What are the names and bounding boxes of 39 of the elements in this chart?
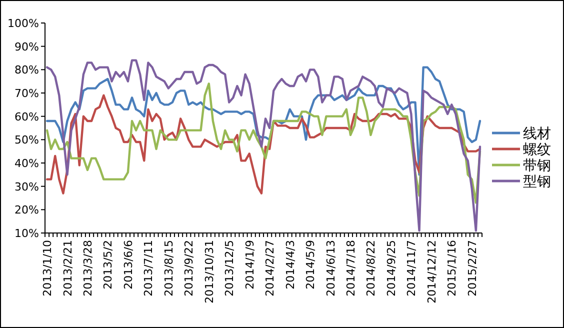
line-series: [46, 66, 482, 176]
x-tick-label: 2014/9/25: [384, 240, 398, 296]
y-tick-label: 20%: [14, 204, 39, 217]
x-tick-label: 2014/4/3: [284, 240, 297, 290]
legend-label: 线材: [523, 126, 551, 142]
x-tick-label: 2014/2/27: [264, 240, 277, 296]
legend-label: 型钢: [523, 174, 551, 190]
x-tick-label: 2013/9/22: [182, 240, 196, 296]
x-tick-label: 2013/6/6: [122, 240, 135, 290]
x-tick-label: 2014/5/9: [304, 240, 318, 290]
y-tick-label: 40%: [14, 157, 39, 170]
x-tick-label: 2013/1/10: [41, 240, 54, 296]
y-tick-label: 80%: [14, 64, 39, 77]
x-tick-label: 2013/5/2: [102, 240, 115, 290]
y-tick-label: 50%: [14, 134, 39, 147]
y-tick-label: 90%: [14, 40, 39, 54]
x-tick-label: 2014/8/22: [364, 240, 378, 296]
y-tick-label: 30%: [14, 180, 39, 194]
x-tick-label: 2014/6/13: [324, 240, 338, 296]
x-tick-label: 2014/7/18: [344, 240, 358, 296]
y-tick-label: 100%: [8, 17, 39, 30]
legend-label: 带钢: [523, 158, 551, 174]
x-tick-label: 2013/8/15: [162, 240, 176, 296]
x-tick-label: 2014/12/12: [425, 240, 438, 304]
line-series: [46, 94, 482, 194]
x-tick-label: 2015/2/27: [466, 240, 479, 296]
x-tick-label: 2013/10/31: [202, 240, 216, 304]
x-tick-label: 2015/1/16: [446, 240, 459, 296]
legend-label: 螺纹: [523, 142, 551, 158]
y-tick-label: 70%: [14, 87, 39, 100]
y-tick-label: 10%: [14, 227, 39, 240]
y-tick-label: 60%: [14, 110, 39, 124]
line-series: [46, 82, 482, 204]
x-tick-label: 2013/3/28: [81, 240, 94, 296]
x-tick-label: 2014/1/9: [243, 240, 256, 290]
x-tick-label: 2014/11/7: [405, 240, 418, 296]
x-tick-label: 2013/12/5: [223, 240, 236, 296]
x-tick-label: 2013/7/11: [142, 240, 156, 296]
x-tick-label: 2013/2/21: [61, 240, 74, 296]
